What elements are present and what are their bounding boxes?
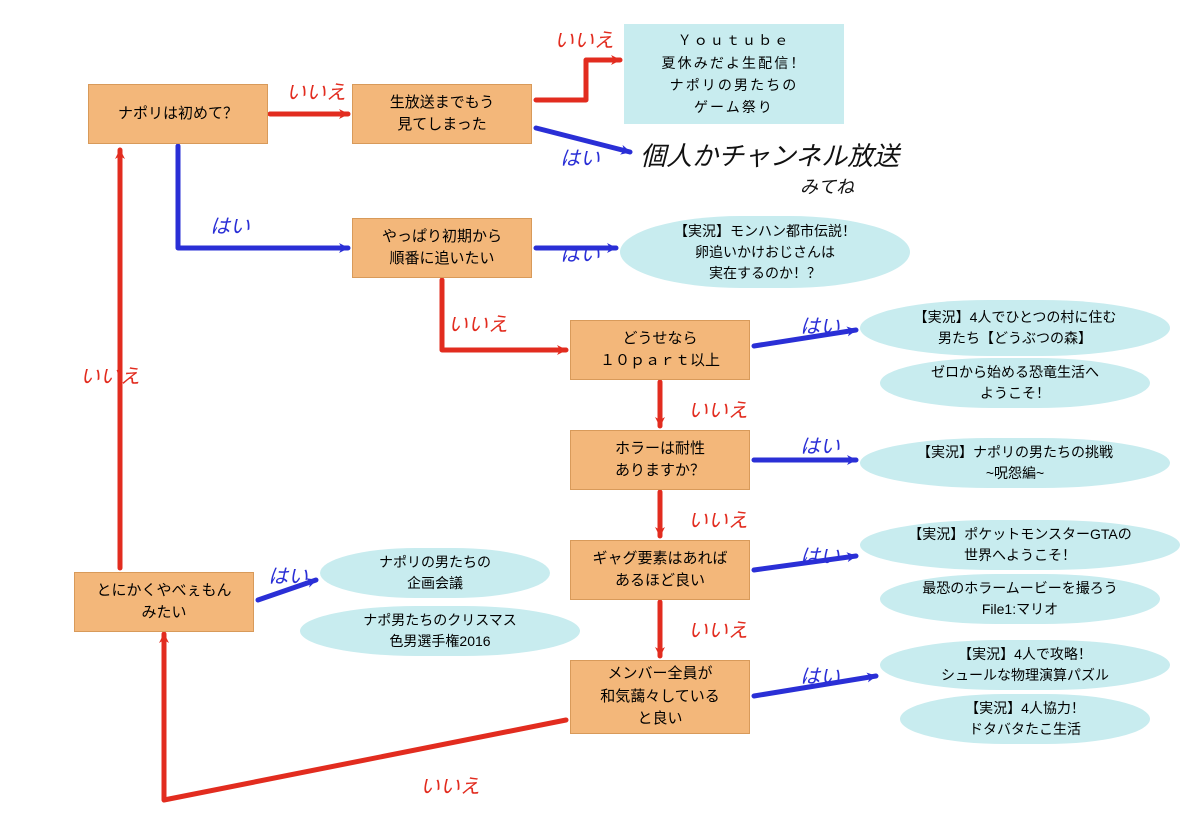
- label-no: いいえ: [688, 614, 748, 643]
- label-yes: はい: [560, 142, 600, 171]
- label-no: いいえ: [286, 76, 346, 105]
- node-first-time: ナポリは初めて？: [88, 84, 268, 144]
- node-horror-ok: ホラーは耐性 ありますか？: [570, 430, 750, 490]
- node-friendly: メンバー全員が 和気藹々している と良い: [570, 660, 750, 734]
- label-no: いいえ: [420, 770, 480, 799]
- result-doubutsu: 【実況】4人でひとつの村に住む 男たち【どうぶつの森】: [860, 300, 1170, 356]
- label-yes: はい: [800, 430, 840, 459]
- result-physics: 【実況】4人で攻略！ シュールな物理演算パズル: [880, 640, 1170, 690]
- label-no: いいえ: [688, 394, 748, 423]
- label-no: いいえ: [80, 360, 140, 389]
- arrow-a_q2_no: [536, 60, 620, 100]
- result-xmas: ナポ男たちのクリスマス 色男選手権2016: [300, 606, 580, 656]
- label-yes: はい: [560, 238, 600, 267]
- label-no: いいえ: [688, 504, 748, 533]
- label-no: いいえ: [448, 308, 508, 337]
- result-tako: 【実況】4人協力！ ドタバタたこ生活: [900, 694, 1150, 744]
- result-kyouryuu: ゼロから始める恐竜生活へ ようこそ！: [880, 358, 1150, 408]
- flowchart-canvas: ナポリは初めて？ 生放送までもう 見てしまった やっぱり初期から 順番に追いたい…: [0, 0, 1200, 838]
- result-gta: 【実況】ポケットモンスターGTAの 世界へようこそ！: [860, 520, 1180, 570]
- node-crazy: とにかくやべぇもん みたい: [74, 572, 254, 632]
- node-ten-parts: どうせなら １０ｐａｒｔ以上: [570, 320, 750, 380]
- node-gag: ギャグ要素はあれば あるほど良い: [570, 540, 750, 600]
- label-yes: はい: [800, 660, 840, 689]
- label-yes: はい: [800, 310, 840, 339]
- result-kaigi: ナポリの男たちの 企画会議: [320, 548, 550, 598]
- label-yes: はい: [800, 540, 840, 569]
- label-no: いいえ: [554, 24, 614, 53]
- node-from-start: やっぱり初期から 順番に追いたい: [352, 218, 532, 278]
- handwritten-note: 個人かチャンネル放送 みてね: [640, 136, 899, 199]
- arrow-a_q7_no: [164, 634, 566, 800]
- result-youtube-live: Ｙｏｕｔｕｂｅ 夏休みだよ生配信！ ナポリの男たちの ゲーム祭り: [624, 24, 844, 124]
- label-yes: はい: [268, 560, 308, 589]
- result-juon: 【実況】ナポリの男たちの挑戦 ~呪怨編~: [860, 438, 1170, 488]
- node-watched-live: 生放送までもう 見てしまった: [352, 84, 532, 144]
- label-yes: はい: [210, 210, 250, 239]
- result-monhan: 【実況】モンハン都市伝説！ 卵追いかけおじさんは 実在するのか！？: [620, 216, 910, 288]
- result-mario: 最恐のホラームービーを撮ろう File1:マリオ: [880, 574, 1160, 624]
- arrow-a_q1_yes: [178, 146, 348, 248]
